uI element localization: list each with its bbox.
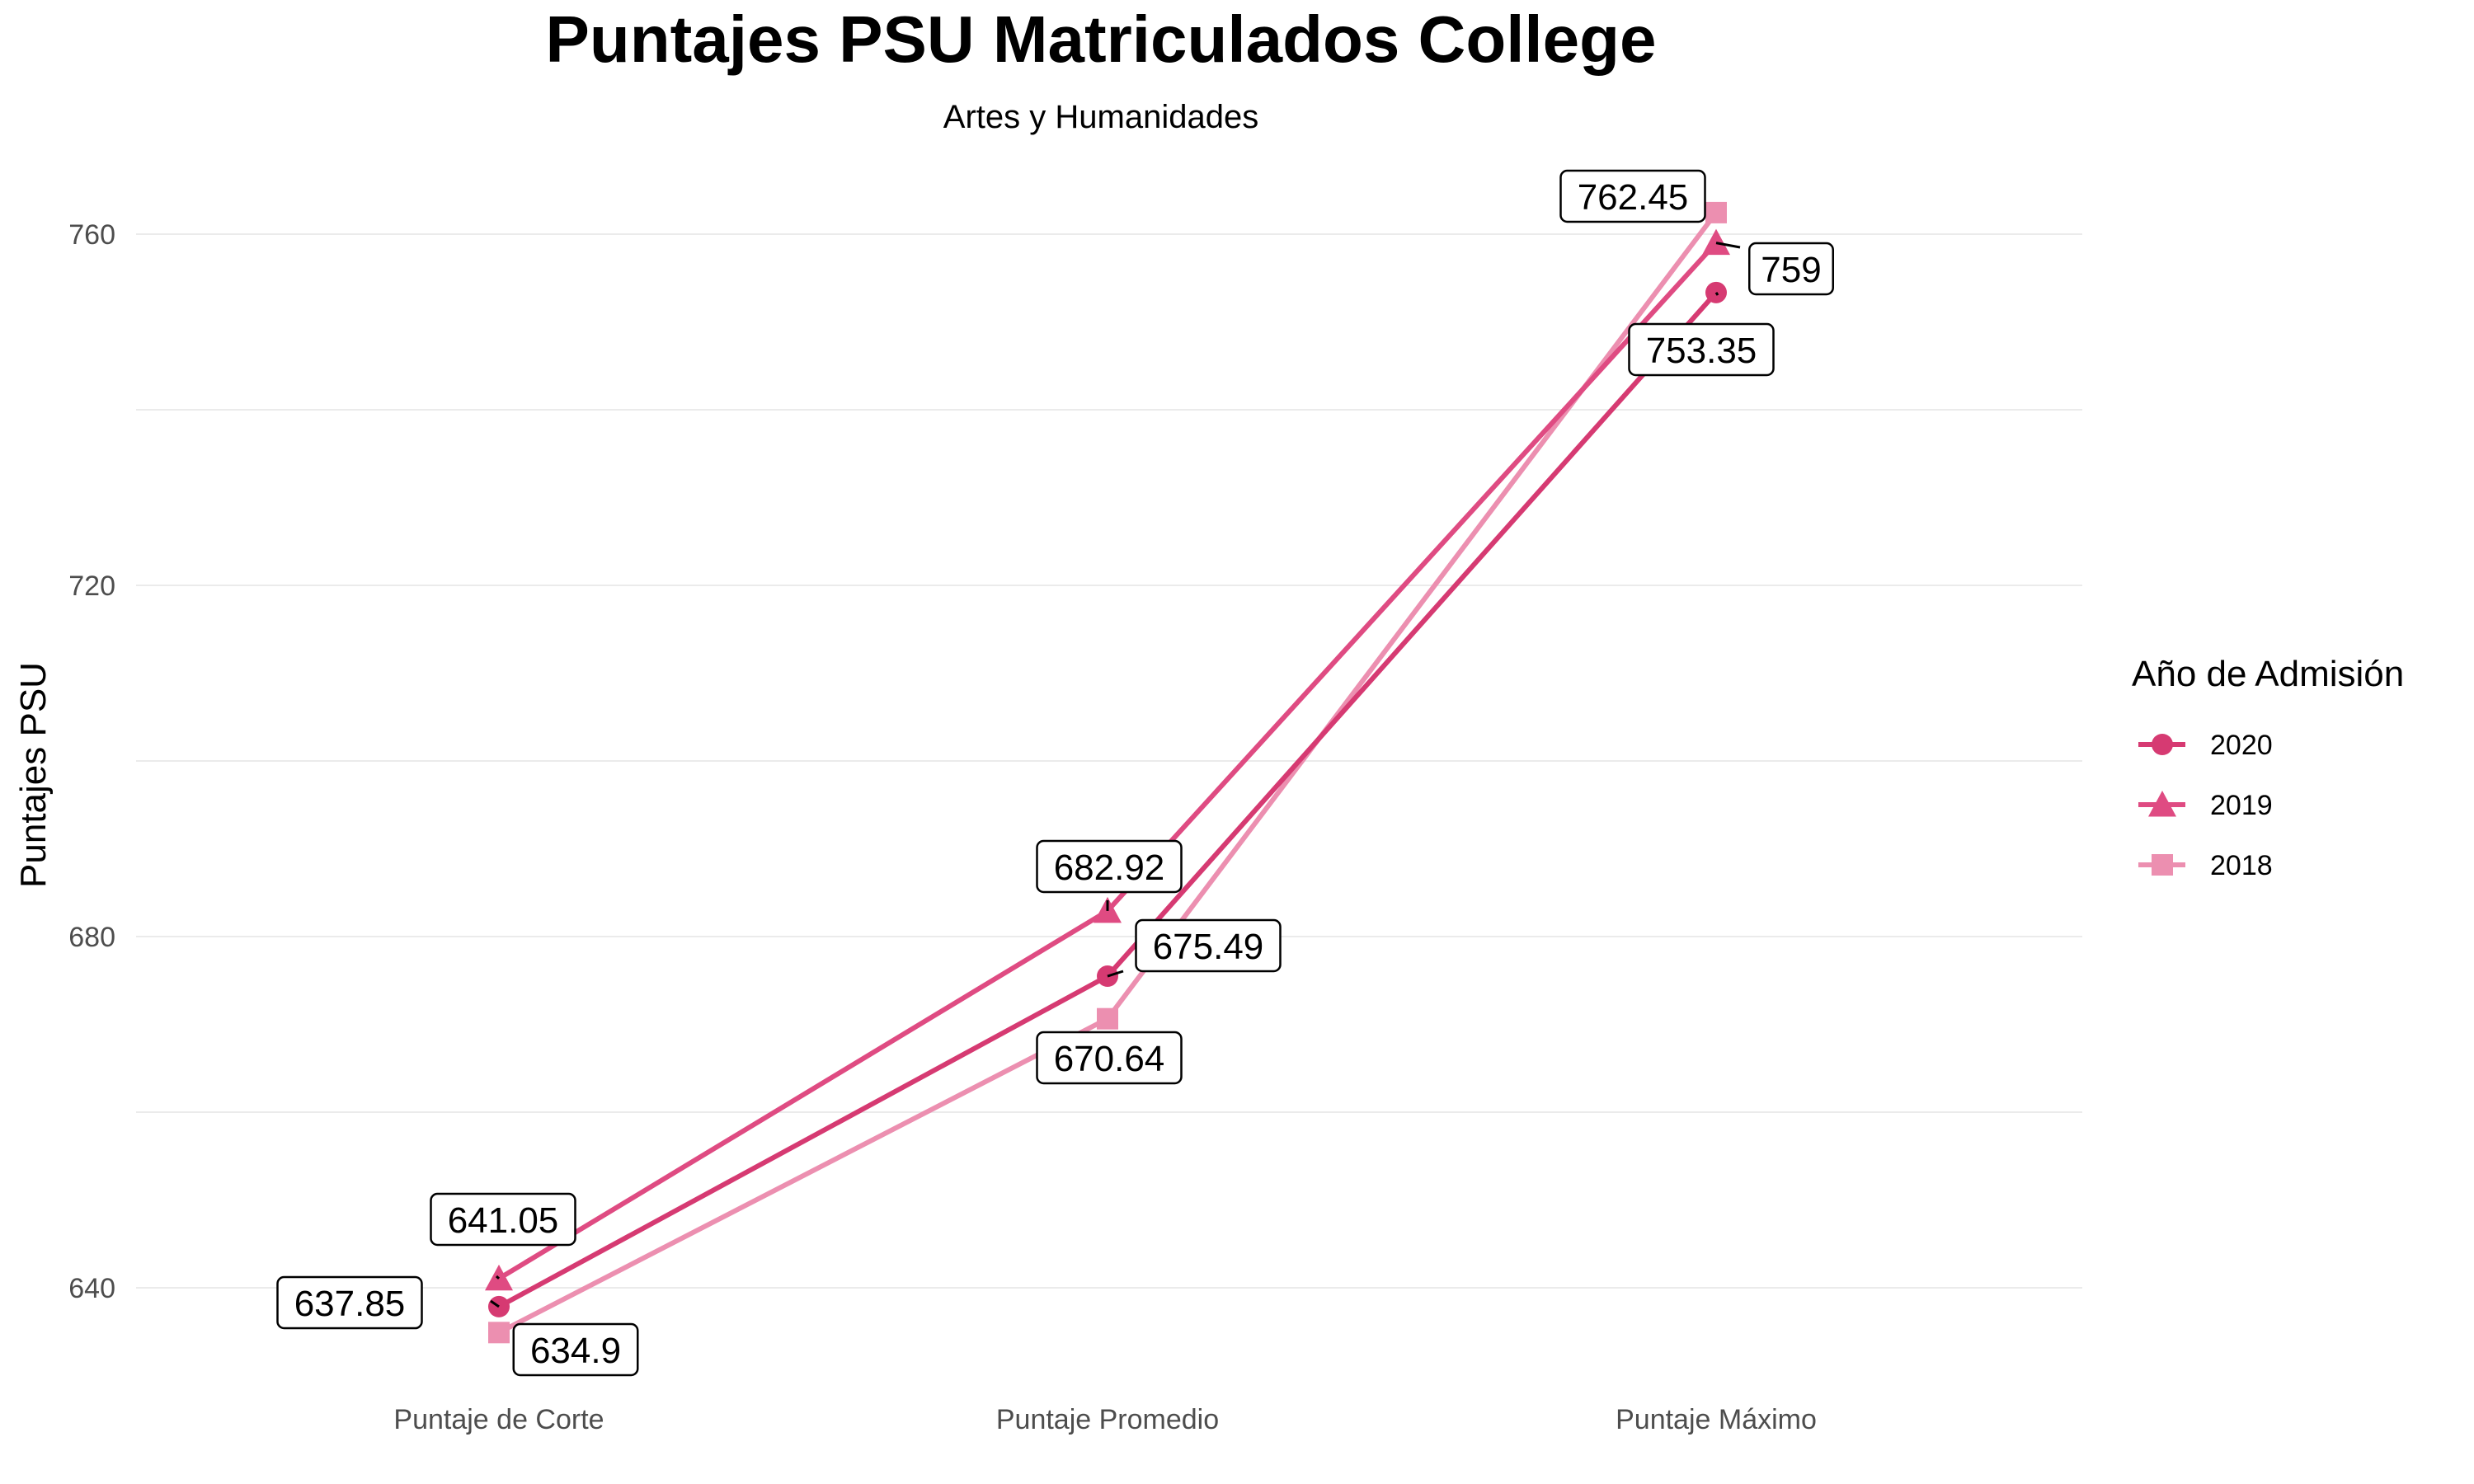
- legend-item-2019: 2019: [2138, 790, 2273, 821]
- x-tick-label: Puntaje Máximo: [1616, 1404, 1817, 1435]
- legend-label: 2018: [2210, 850, 2273, 881]
- label-text: 762.45: [1578, 177, 1689, 218]
- label-text: 753.35: [1646, 331, 1757, 371]
- legend-item-2020: 2020: [2138, 730, 2273, 761]
- legend-title: Año de Admisión: [2132, 654, 2404, 694]
- label-text: 682.92: [1054, 848, 1165, 888]
- label-box: [276, 1275, 423, 1330]
- data-label-2020: 637.85: [276, 1275, 500, 1330]
- data-label-2019: 759: [1715, 242, 1834, 296]
- label-box: [512, 1322, 639, 1377]
- label-box: [1036, 839, 1183, 894]
- legend-label: 2020: [2210, 730, 2273, 761]
- label-leader: [490, 1299, 500, 1308]
- x-tick-label: Puntaje Promedio: [996, 1404, 1219, 1435]
- data-point-2018: [488, 1322, 510, 1344]
- chart-title: Puntajes PSU Matriculados College: [546, 2, 1657, 76]
- data-label-2018: 762.45: [1559, 169, 1706, 223]
- y-tick-label: 640: [68, 1273, 115, 1304]
- data-label-2018: 634.9: [512, 1322, 639, 1377]
- label-leader: [495, 1275, 501, 1280]
- label-box: [1559, 169, 1706, 223]
- label-text: 634.9: [530, 1331, 621, 1371]
- legend-label: 2019: [2210, 790, 2273, 821]
- legend-marker: [2152, 734, 2173, 755]
- legend: Año de Admisión 2020 2019 2018: [2132, 654, 2404, 881]
- label-leader: [1107, 970, 1124, 978]
- y-tick-label: 680: [68, 922, 115, 953]
- label-box: [1135, 918, 1282, 973]
- label-text: 675.49: [1153, 927, 1264, 967]
- data-label-2018: 670.64: [1036, 1031, 1183, 1085]
- data-point-2018: [1097, 1007, 1118, 1030]
- y-tick-label: 760: [68, 219, 115, 251]
- label-text: 641.05: [448, 1200, 559, 1241]
- label-text: 759: [1761, 250, 1821, 290]
- data-label-2019: 682.92: [1036, 839, 1183, 911]
- chart-subtitle: Artes y Humanidades: [943, 99, 1258, 135]
- legend-marker: [2148, 791, 2176, 817]
- legend-item-2018: 2018: [2138, 850, 2273, 881]
- series-line-2018: [497, 211, 1719, 1335]
- label-box: [1628, 322, 1775, 377]
- label-box: [1036, 1031, 1183, 1085]
- series-lines: [497, 211, 1719, 1335]
- label-leader: [1714, 292, 1719, 296]
- label-text: 637.85: [294, 1284, 406, 1324]
- data-point-2019: [1702, 228, 1730, 256]
- data-point-2018: [1705, 201, 1727, 223]
- x-tick-label: Puntaje de Corte: [393, 1404, 604, 1435]
- label-box: [430, 1192, 576, 1247]
- label-leader: [1715, 242, 1741, 249]
- grid-lines: [136, 233, 2082, 1289]
- y-tick-label: 720: [68, 571, 115, 602]
- label-box: [1748, 242, 1834, 296]
- data-labels: 637.85 675.49 753.35 641.05 682.92 759 634.9 67…: [276, 169, 1834, 1377]
- data-label-2019: 641.05: [430, 1192, 576, 1280]
- y-axis-title: Puntajes PSU: [13, 662, 54, 888]
- data-label-2020: 675.49: [1107, 918, 1282, 978]
- data-label-2020: 753.35: [1628, 292, 1775, 377]
- axes: 640 680 720 760 Puntaje de Corte Puntaje Prom…: [68, 219, 1817, 1435]
- label-text: 670.64: [1054, 1039, 1165, 1079]
- legend-marker: [2152, 854, 2173, 876]
